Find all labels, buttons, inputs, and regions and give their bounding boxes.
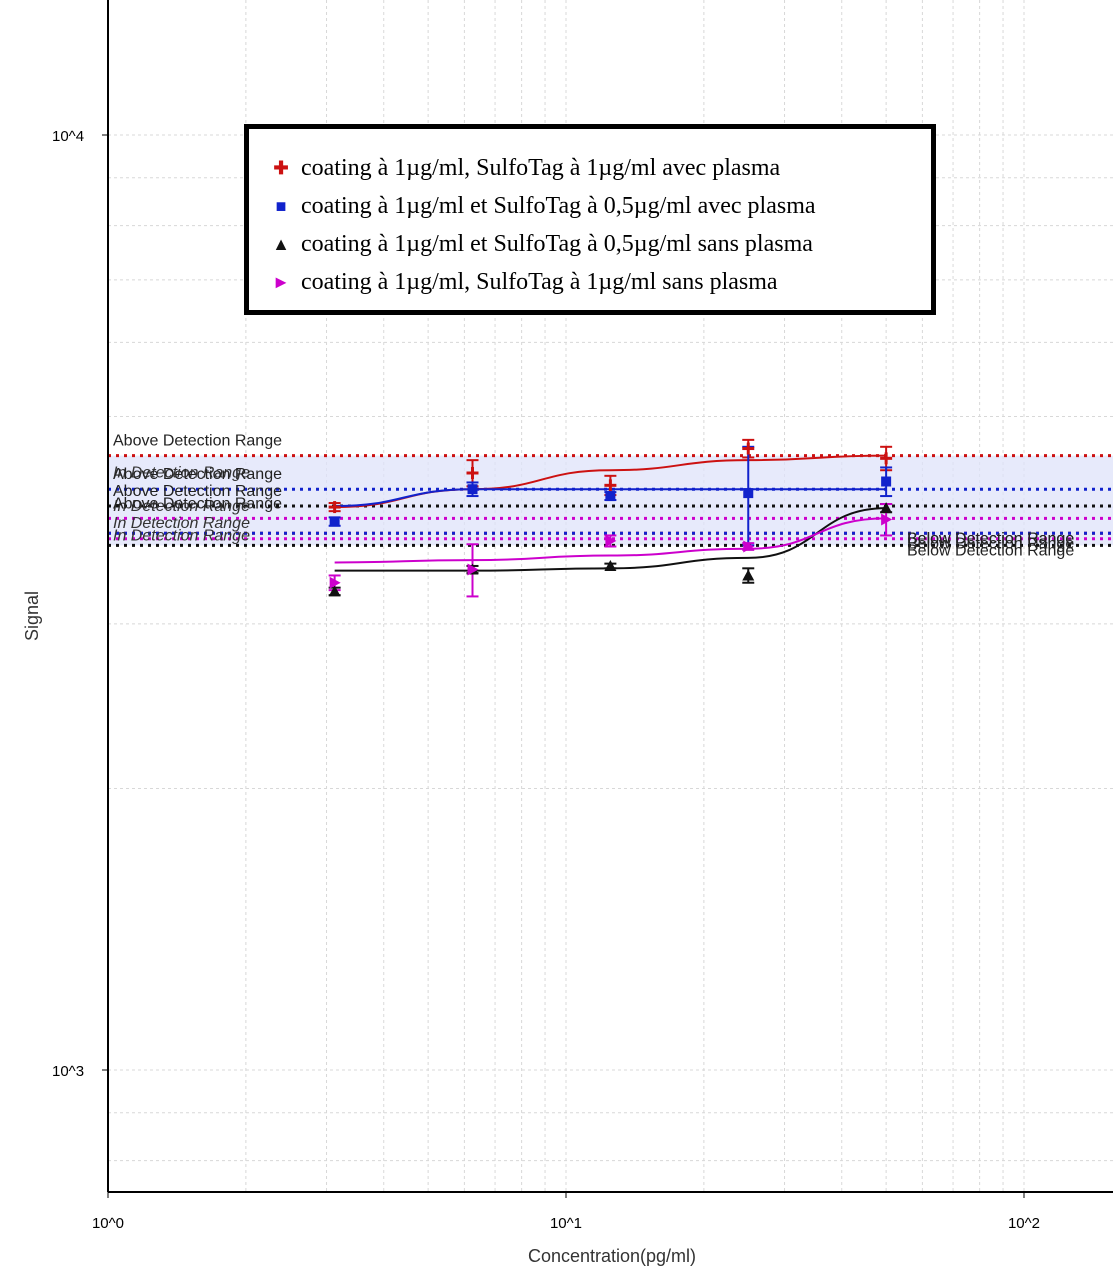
data-point xyxy=(881,476,892,487)
x-axis-title: Concentration(pg/ml) xyxy=(528,1246,696,1266)
fit-curve xyxy=(334,517,887,564)
data-point xyxy=(328,585,341,597)
x-tick-label: 10^1 xyxy=(550,1215,582,1232)
data-point xyxy=(880,452,893,465)
legend-label: coating à 1µg/ml et SulfoTag à 0,5µg/ml … xyxy=(301,231,813,257)
plus-icon: ✚ xyxy=(273,158,289,178)
data-point xyxy=(605,491,616,502)
tick-labels: 10^0 10^1 10^2 10^4 10^3 xyxy=(52,128,1040,1232)
fit-curve xyxy=(334,507,887,572)
data-point xyxy=(328,501,341,514)
in-range-label: In Detection Range xyxy=(113,498,250,515)
data-point xyxy=(329,516,340,527)
legend: ✚ coating à 1µg/ml, SulfoTag à 1µg/ml av… xyxy=(244,124,936,315)
legend-label: coating à 1µg/ml, SulfoTag à 1µg/ml sans… xyxy=(301,269,778,295)
in-range-label: In Detection Range xyxy=(113,465,250,482)
data-point xyxy=(604,479,617,492)
x-tick-label: 10^0 xyxy=(92,1215,124,1232)
below-range-label: Below Detection Range xyxy=(907,542,1074,559)
data-point xyxy=(742,569,755,581)
legend-item: ✚ coating à 1µg/ml, SulfoTag à 1µg/ml av… xyxy=(271,149,931,187)
triangle-icon: ▲ xyxy=(272,234,290,254)
triangle-right-icon: ► xyxy=(272,272,290,292)
below-range-label: Below Detection Range xyxy=(907,530,1074,547)
data-point xyxy=(743,540,755,553)
y-axis-title: Signal xyxy=(22,591,42,641)
legend-label: coating à 1µg/ml, SulfoTag à 1µg/ml avec… xyxy=(301,155,781,181)
square-icon: ■ xyxy=(275,196,287,216)
in-range-label: In Detection Range xyxy=(113,515,250,532)
below-range-label: Below Detection Range xyxy=(907,530,1074,547)
legend-item: ■ coating à 1µg/ml et SulfoTag à 0,5µg/m… xyxy=(271,187,931,225)
data-point xyxy=(466,467,479,480)
above-range-label: Above Detection Range xyxy=(113,466,282,483)
y-tick-label: 10^4 xyxy=(52,128,84,145)
legend-label: coating à 1µg/ml et SulfoTag à 0,5µg/ml … xyxy=(301,193,816,219)
data-point xyxy=(467,484,478,495)
data-point xyxy=(742,442,755,455)
legend-item: ▲ coating à 1µg/ml et SulfoTag à 0,5µg/m… xyxy=(271,225,931,263)
legend-item: ► coating à 1µg/ml, SulfoTag à 1µg/ml sa… xyxy=(271,263,931,301)
data-point xyxy=(604,559,617,571)
data-point xyxy=(743,488,754,499)
above-range-label: Above Detection Range xyxy=(113,495,282,512)
above-range-label: Above Detection Range xyxy=(113,483,282,500)
above-range-label: Above Detection Range xyxy=(113,433,282,450)
y-tick-label: 10^3 xyxy=(52,1063,84,1080)
data-point xyxy=(467,563,479,576)
data-point xyxy=(329,576,341,589)
data-points xyxy=(328,442,893,597)
axes xyxy=(107,0,1113,1193)
data-point xyxy=(880,502,893,514)
data-point xyxy=(605,534,617,547)
x-tick-label: 10^2 xyxy=(1008,1215,1040,1232)
in-range-label: In Detection Range xyxy=(113,527,250,544)
below-range-label: Below Detection Range xyxy=(907,536,1074,553)
data-point xyxy=(881,513,893,526)
